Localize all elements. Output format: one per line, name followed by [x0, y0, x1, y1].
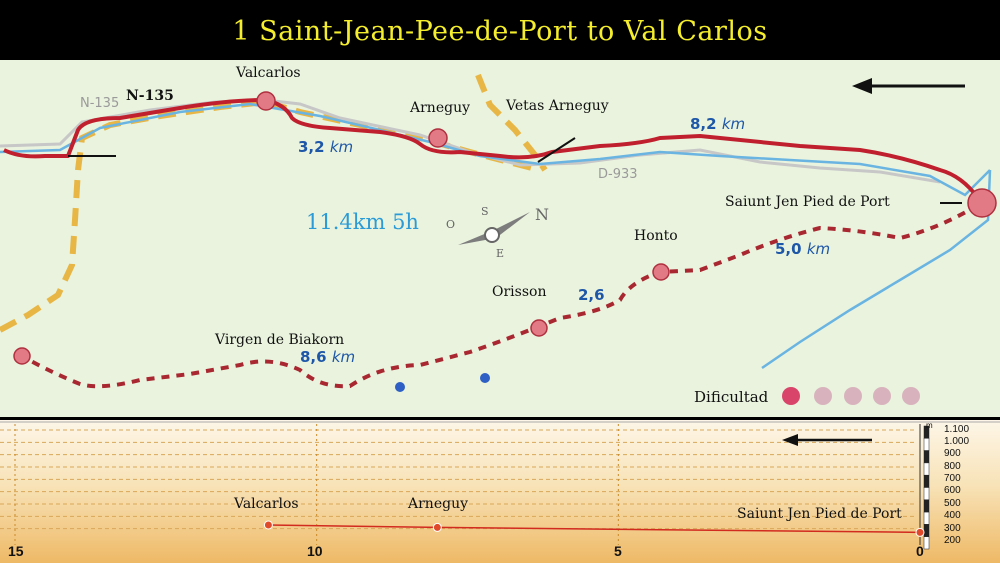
profile-point: [263, 520, 273, 530]
distance-5-0: 5,0 km: [775, 240, 831, 258]
saintjean-marker: [967, 188, 997, 218]
elev-scale-block: [923, 462, 930, 476]
profile-point: [915, 527, 925, 537]
label-honto: Honto: [634, 228, 678, 244]
label-orisson: Orisson: [492, 284, 547, 300]
elev-unit: m: [926, 421, 933, 430]
river: [0, 102, 992, 370]
elev-scale-block: [923, 499, 930, 513]
main-route: [3, 98, 980, 200]
profile-label-saint-jean: Saiunt Jen Pied de Port: [737, 506, 902, 522]
elev-scale-block: [923, 474, 930, 488]
label-vetas-arneguy: Vetas Arneguy: [506, 98, 609, 114]
difficulty-label: Dificultad: [694, 388, 769, 406]
distance-2-6: 2,6: [578, 286, 605, 304]
elev-tick: 200: [944, 535, 961, 546]
elev-scale-block: [923, 450, 930, 464]
compass-n: N: [535, 205, 549, 224]
virgen-marker: [13, 347, 31, 365]
elev-scale-block: [923, 524, 930, 537]
compass-e: E: [496, 247, 504, 260]
x-tick-10: 10: [307, 543, 323, 559]
difficulty-shell-icon: [814, 387, 832, 405]
profile-arrow-icon: [782, 434, 872, 446]
profile-point: [432, 522, 442, 532]
label-n135: N-135: [126, 88, 174, 104]
label-arneguy: Arneguy: [410, 100, 470, 116]
label-virgen: Virgen de Biakorn: [215, 332, 345, 348]
grey-road-n135: [0, 98, 941, 184]
map-drawing: N S E O: [0, 73, 997, 405]
difficulty-rating: [782, 387, 920, 405]
place-markers: [13, 91, 997, 365]
honto-marker: [652, 263, 670, 281]
profile-points: [263, 520, 925, 537]
x-tick-5: 5: [614, 543, 622, 559]
valcarlos-marker: [256, 91, 276, 111]
arneguy-marker: [428, 128, 448, 148]
elev-scale-block: [923, 536, 930, 550]
label-n135-grey: N-135: [80, 96, 120, 111]
elev-tick: 900: [944, 448, 961, 459]
waypoint-dot: [395, 382, 405, 392]
elev-tick: 800: [944, 461, 961, 472]
difficulty-shell-icon: [873, 387, 891, 405]
x-tick-0: 0: [916, 543, 924, 559]
profile-label-valcarlos: Valcarlos: [234, 496, 299, 512]
elev-tick: 300: [944, 523, 961, 534]
distance-3-2: 3,2 km: [298, 138, 354, 156]
elev-tick: 1.100: [944, 424, 970, 435]
label-valcarlos: Valcarlos: [236, 65, 301, 81]
waypoint-dot: [480, 373, 490, 383]
elevation-profile: Valcarlos Arneguy Saiunt Jen Pied de Por…: [0, 420, 1000, 563]
difficulty-shell-icon: [902, 387, 920, 405]
distance-8-2: 8,2 km: [690, 115, 746, 133]
profile-label-arneguy: Arneguy: [408, 496, 468, 512]
compass-icon: N S E O: [446, 205, 549, 260]
elev-tick: 700: [944, 473, 961, 484]
label-saint-jean: Saiunt Jen Pied de Port: [725, 194, 890, 210]
page-title: 1 Saint-Jean-Pee-de-Port to Val Carlos: [232, 16, 768, 47]
elev-scale-block: [923, 511, 930, 525]
profile-chart: [0, 421, 1000, 550]
profile-gridlines: [0, 429, 915, 530]
route-summary: 11.4km 5h: [306, 210, 419, 234]
elev-tick: 600: [944, 485, 961, 496]
elev-scale-block: [923, 487, 930, 501]
compass-o: O: [446, 218, 455, 231]
elev-tick: 500: [944, 498, 961, 509]
elev-tick: 400: [944, 510, 961, 521]
x-tick-15: 15: [8, 543, 24, 559]
orisson-marker: [530, 319, 548, 337]
dotted-route: [21, 203, 980, 389]
difficulty-shell-icon: [844, 387, 862, 405]
elev-scale-block: [923, 438, 930, 451]
distance-8-6: 8,6 km: [300, 348, 356, 366]
label-d933: D-933: [598, 167, 638, 182]
elev-tick: 1.000: [944, 436, 970, 447]
elevation-scale: [923, 425, 930, 550]
profile-vlines: [14, 424, 619, 545]
direction-arrow-icon: [852, 78, 965, 94]
difficulty-shell-icon: [782, 387, 800, 405]
compass-s: S: [481, 205, 489, 218]
route-map: N S E O Valcarlos N-135 N-135 Arneguy Ve…: [0, 60, 1000, 417]
vetas-leader-line: [537, 137, 576, 163]
